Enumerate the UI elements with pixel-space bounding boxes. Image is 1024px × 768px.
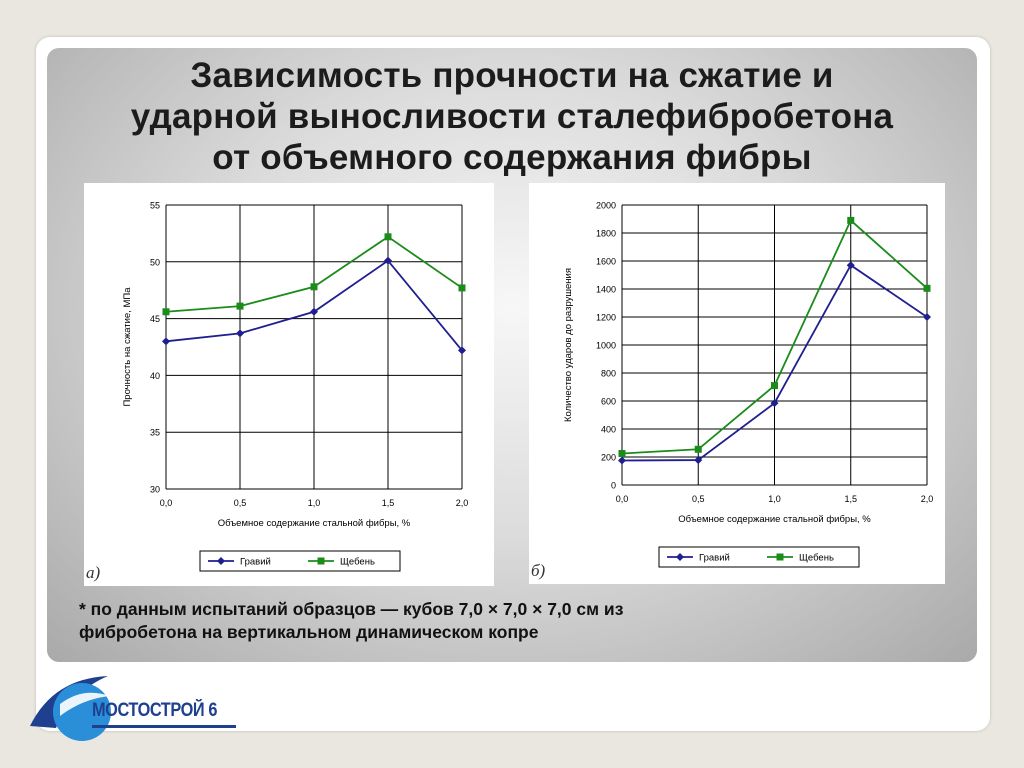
y-axis-title: Прочность на сжатие, МПа	[122, 287, 133, 407]
y-tick-label: 0	[611, 481, 616, 491]
footnote-line-2: фибробетона на вертикальном динамическом…	[79, 622, 539, 642]
data-point-crushed-stone	[384, 233, 392, 241]
legend-label: Щебень	[340, 557, 375, 568]
y-tick-label: 1400	[596, 285, 616, 295]
chart-impact-endurance: 0 200 400 600 800 1000 1200 1400 1600 1800 2000 0,0…	[529, 183, 945, 584]
y-axis-title: Количество ударов до разрушения	[563, 268, 574, 422]
y-tick-label: 40	[150, 371, 160, 381]
x-tick-label: 1,5	[382, 498, 395, 508]
x-axis-title: Объемное содержание стальной фибры, %	[678, 514, 871, 525]
data-point-crushed-stone	[458, 284, 466, 292]
y-tick-label: 2000	[596, 201, 616, 211]
chart-legend	[658, 546, 860, 568]
x-tick-label: 2,0	[456, 498, 469, 508]
legend-marker-square	[317, 557, 325, 565]
y-tick-label: 30	[150, 485, 160, 495]
data-point-gravel	[770, 399, 779, 408]
footnote: * по данным испытаний образцов — кубов 7…	[79, 598, 959, 644]
data-point-crushed-stone	[236, 302, 244, 310]
panel-label: б)	[531, 561, 546, 580]
y-tick-label: 1800	[596, 229, 616, 239]
y-tick-label: 45	[150, 314, 160, 324]
legend-marker-diamond	[217, 557, 225, 565]
data-point-crushed-stone	[162, 308, 170, 316]
x-tick-label: 0,5	[234, 498, 247, 508]
legend-marker-diamond	[676, 553, 684, 561]
data-point-gravel	[236, 329, 244, 338]
y-tick-label: 1600	[596, 257, 616, 267]
footnote-line-1: * по данным испытаний образцов — кубов 7…	[79, 599, 624, 619]
chart-compressive-strength: 30 35 40 45 50 55 0,0 0,5 1,0 1,5 2,0 Объемное соде…	[84, 183, 494, 586]
y-tick-label: 400	[601, 425, 616, 435]
y-tick-label: 800	[601, 369, 616, 379]
data-point-gravel	[923, 313, 931, 321]
legend-label: Гравий	[240, 557, 271, 568]
y-tick-label: 1200	[596, 313, 616, 323]
y-tick-label: 200	[601, 453, 616, 463]
chart-svg-1: 30 35 40 45 50 55 0,0 0,5 1,0 1,5 2,0 Объемное соде…	[86, 201, 469, 583]
data-point-gravel	[846, 261, 855, 270]
y-tick-label: 50	[150, 257, 160, 267]
data-point-gravel	[384, 256, 392, 265]
x-tick-label: 0,5	[692, 494, 705, 504]
y-tick-label: 1000	[596, 341, 616, 351]
y-tick-label: 600	[601, 397, 616, 407]
data-point-crushed-stone	[923, 284, 931, 292]
legend-label: Щебень	[799, 553, 834, 564]
x-axis-title: Объемное содержание стальной фибры, %	[218, 518, 411, 529]
title-line-3: от объемного содержания фибры	[212, 138, 812, 177]
legend-label: Гравий	[699, 553, 730, 564]
legend-marker-square	[776, 553, 784, 561]
x-tick-label: 1,5	[844, 494, 857, 504]
data-point-gravel	[694, 456, 703, 465]
data-point-gravel	[310, 307, 318, 316]
y-tick-label: 55	[150, 201, 160, 211]
x-tick-label: 1,0	[768, 494, 781, 504]
logo-text: МОСТОСТРОЙ 6	[92, 700, 217, 721]
data-point-crushed-stone	[618, 450, 626, 457]
data-point-crushed-stone	[310, 283, 318, 291]
data-point-gravel	[618, 456, 626, 465]
data-point-gravel	[458, 346, 466, 355]
logo-underline	[92, 725, 236, 728]
x-tick-label: 2,0	[921, 494, 934, 504]
title-line-1: Зависимость прочности на сжатие и	[190, 56, 834, 95]
data-point-crushed-stone	[694, 445, 702, 453]
chart-legend	[199, 550, 401, 572]
slide-title: Зависимость прочности на сжатие и ударно…	[47, 55, 977, 178]
data-point-crushed-stone	[771, 382, 778, 390]
x-tick-label: 0,0	[160, 498, 173, 508]
chart-svg-2: 0 200 400 600 800 1000 1200 1400 1600 1800 2000 0,0…	[531, 201, 934, 581]
x-tick-label: 1,0	[308, 498, 321, 508]
data-point-gravel	[162, 337, 170, 346]
y-tick-label: 35	[150, 428, 160, 438]
panel-label: а)	[86, 563, 101, 582]
title-line-2: ударной выносливости сталефибробетона	[130, 97, 894, 136]
data-point-crushed-stone	[847, 216, 855, 224]
x-tick-label: 0,0	[616, 494, 629, 504]
